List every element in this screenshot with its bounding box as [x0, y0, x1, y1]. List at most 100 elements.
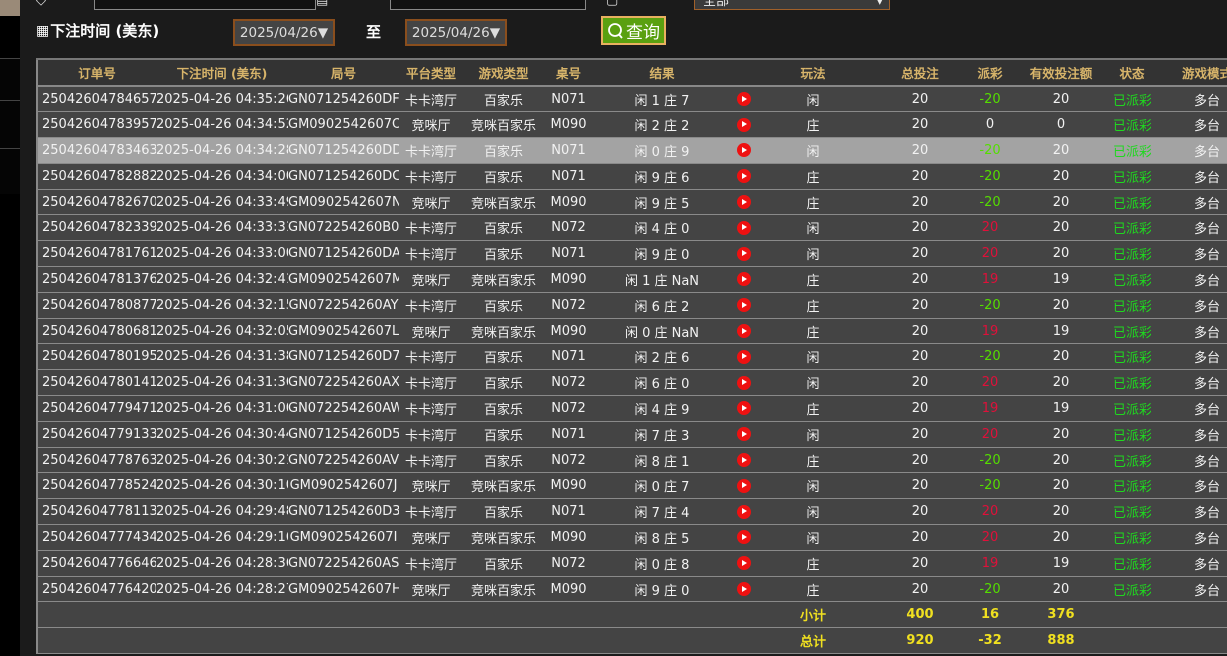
replay-cell[interactable]: [731, 369, 757, 397]
play-video-icon[interactable]: [737, 349, 751, 364]
play-video-icon[interactable]: [737, 92, 751, 107]
cell-bet-time: 2025-04-26 04:35:26: [156, 86, 288, 113]
table-row[interactable]: 250426047823390 2025-04-26 04:33:31 GN0722…: [37, 214, 1227, 242]
empty-cell: [37, 627, 156, 655]
empty-cell: [37, 601, 156, 629]
table-row[interactable]: 250426047794717 2025-04-26 04:31:00 GN0722…: [37, 395, 1227, 422]
table-row[interactable]: 250426047791334 2025-04-26 04:30:44 GN0712…: [37, 421, 1227, 448]
cell-status: 已派彩: [1113, 447, 1151, 474]
replay-cell[interactable]: [731, 524, 757, 551]
platform-select[interactable]: 全部 ▾: [694, 0, 890, 10]
play-video-icon[interactable]: [737, 401, 751, 416]
play-video-icon[interactable]: [737, 195, 751, 210]
replay-cell[interactable]: [731, 137, 757, 164]
cell-total-bet: 20: [869, 447, 971, 474]
replay-cell[interactable]: [731, 550, 757, 577]
replay-cell[interactable]: [731, 163, 757, 190]
table-row[interactable]: 250426047826702 2025-04-26 04:33:49 GM0902…: [37, 189, 1227, 216]
cell-table-no: M090: [544, 266, 593, 293]
table-row[interactable]: 250426047787633 2025-04-26 04:30:21 GN0722…: [37, 447, 1227, 474]
replay-cell[interactable]: [731, 576, 757, 603]
table-row[interactable]: 250426047828829 2025-04-26 04:34:00 GN0712…: [37, 163, 1227, 190]
cell-table-no: N071: [544, 498, 593, 526]
bet-time-label: ▦ 下注时间 (美东): [36, 20, 159, 41]
order-number-input[interactable]: [94, 0, 316, 10]
date-from-picker[interactable]: 2025/04/26▼: [233, 19, 335, 46]
table-row[interactable]: 250426047806818 2025-04-26 04:32:05 GM0902…: [37, 318, 1227, 345]
replay-cell[interactable]: [731, 395, 757, 422]
cell-game-type: 百家乐: [463, 86, 544, 113]
table-row[interactable]: 250426047801956 2025-04-26 04:31:38 GN0712…: [37, 343, 1227, 371]
replay-cell[interactable]: [731, 86, 757, 113]
replay-cell[interactable]: [731, 189, 757, 216]
cell-status: 已派彩: [1113, 137, 1151, 164]
table-row[interactable]: 250426047766460 2025-04-26 04:28:36 GN0722…: [37, 550, 1227, 577]
cell-platform: 卡卡湾厅: [399, 240, 463, 268]
play-video-icon[interactable]: [737, 143, 751, 158]
cell-valid-bet: 20: [1009, 447, 1113, 474]
grand-total-row-total-bet: 920: [869, 627, 971, 655]
play-video-icon[interactable]: [737, 298, 751, 313]
play-video-icon[interactable]: [737, 530, 751, 545]
play-video-icon[interactable]: [737, 375, 751, 390]
cell-bet-type: 闲: [757, 240, 869, 268]
table-row[interactable]: 250426047813763 2025-04-26 04:32:41 GM0902…: [37, 266, 1227, 293]
cell-game-type: 百家乐: [463, 343, 544, 371]
replay-cell[interactable]: [731, 421, 757, 448]
query-button[interactable]: 查询: [601, 16, 666, 45]
replay-cell[interactable]: [731, 240, 757, 268]
table-row[interactable]: 250426047774349 2025-04-26 04:29:16 GM0902…: [37, 524, 1227, 551]
header-valid-bet: 有效投注额: [1009, 58, 1113, 87]
play-video-icon[interactable]: [737, 582, 751, 597]
cell-total-bet: 20: [869, 111, 971, 139]
replay-cell[interactable]: [731, 292, 757, 319]
play-video-icon[interactable]: [737, 246, 751, 261]
play-video-icon[interactable]: [737, 169, 751, 184]
replay-cell[interactable]: [731, 472, 757, 500]
table-row[interactable]: 250426047846571 2025-04-26 04:35:26 GN0712…: [37, 86, 1227, 113]
table-row[interactable]: 250426047764200 2025-04-26 04:28:27 GM0902…: [37, 576, 1227, 603]
cell-payout: 19: [971, 395, 1009, 422]
header-game-mode: 游戏模式: [1151, 58, 1227, 87]
table-row[interactable]: 250426047817610 2025-04-26 04:33:00 GN0712…: [37, 240, 1227, 268]
cell-game-type: 百家乐: [463, 550, 544, 577]
cell-platform: 卡卡湾厅: [399, 86, 463, 113]
play-video-icon[interactable]: [737, 427, 751, 442]
table-row[interactable]: 250426047801412 2025-04-26 04:31:36 GN0722…: [37, 369, 1227, 397]
cell-bet-type: 闲: [757, 137, 869, 164]
play-video-icon[interactable]: [737, 324, 751, 339]
play-video-icon[interactable]: [737, 220, 751, 235]
cell-valid-bet: 20: [1009, 240, 1113, 268]
table-row[interactable]: 250426047839577 2025-04-26 04:34:52 GM0902…: [37, 111, 1227, 139]
replay-cell[interactable]: [731, 318, 757, 345]
date-to-picker[interactable]: 2025/04/26▼: [405, 19, 507, 46]
replay-cell[interactable]: [731, 447, 757, 474]
cell-table-no: M090: [544, 189, 593, 216]
replay-cell[interactable]: [731, 111, 757, 139]
play-video-icon[interactable]: [737, 453, 751, 468]
play-video-icon[interactable]: [737, 556, 751, 571]
cell-status: 已派彩: [1113, 472, 1151, 500]
play-video-icon[interactable]: [737, 504, 751, 519]
replay-cell[interactable]: [731, 343, 757, 371]
cell-bet-time: 2025-04-26 04:34:52: [156, 111, 288, 139]
cell-valid-bet: 20: [1009, 163, 1113, 190]
table-row[interactable]: 250426047834635 2025-04-26 04:34:28 GN0712…: [37, 137, 1227, 164]
header-bet-type: 玩法: [757, 58, 869, 87]
cell-game-type: 百家乐: [463, 137, 544, 164]
play-video-icon[interactable]: [737, 117, 751, 132]
subtotal-row-valid-bet: 376: [1009, 601, 1113, 629]
replay-cell[interactable]: [731, 498, 757, 526]
cell-table-no: M090: [544, 318, 593, 345]
play-video-icon[interactable]: [737, 478, 751, 493]
cell-platform: 卡卡湾厅: [399, 214, 463, 242]
table-row[interactable]: 250426047808778 2025-04-26 04:32:15 GN0722…: [37, 292, 1227, 319]
replay-cell[interactable]: [731, 214, 757, 242]
round-number-input[interactable]: [390, 0, 586, 10]
table-row[interactable]: 250426047785246 2025-04-26 04:30:10 GM0902…: [37, 472, 1227, 500]
table-row[interactable]: 250426047781131 2025-04-26 04:29:48 GN0712…: [37, 498, 1227, 526]
replay-cell[interactable]: [731, 266, 757, 293]
cell-bet-time: 2025-04-26 04:32:15: [156, 292, 288, 319]
cell-table-no: N071: [544, 421, 593, 448]
play-video-icon[interactable]: [737, 272, 751, 287]
